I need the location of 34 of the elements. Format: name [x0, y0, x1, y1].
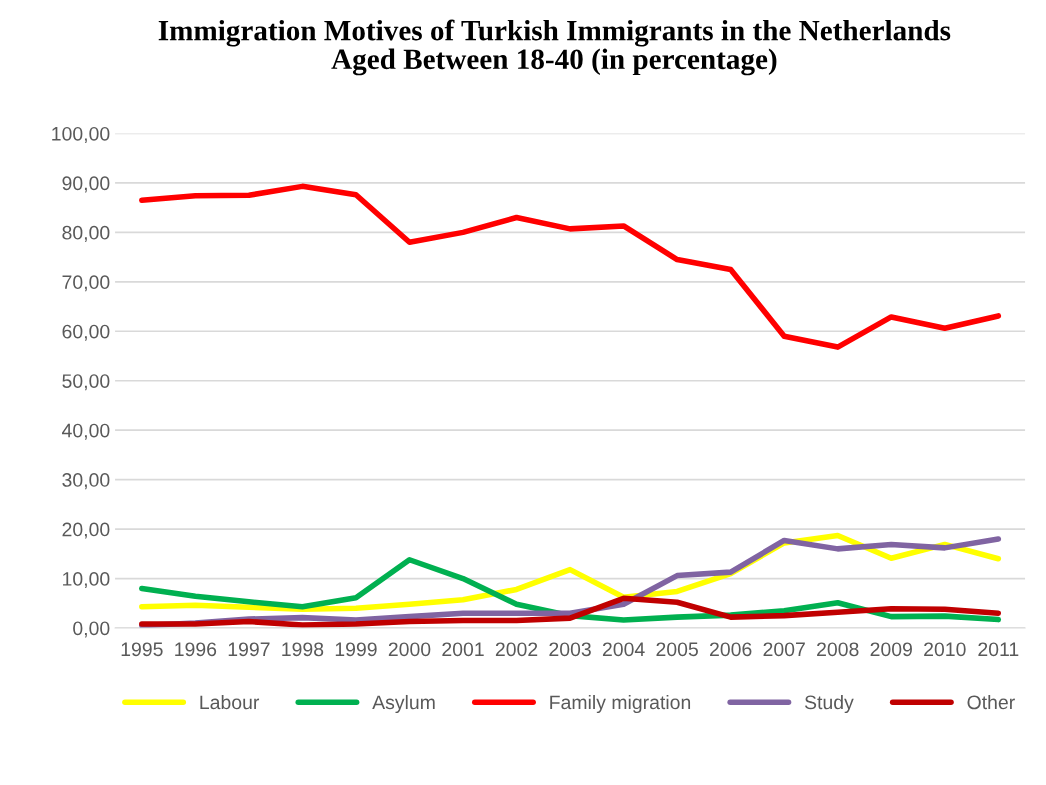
y-tick-label: 70,00 — [62, 275, 110, 292]
x-tick-label: 2010 — [924, 642, 966, 657]
y-tick-label: 90,00 — [62, 176, 110, 193]
x-tick-label: 1995 — [121, 642, 163, 657]
x-tick-label: 2004 — [602, 642, 645, 657]
x-tick-label: 1998 — [282, 642, 324, 657]
legend-label: Family migration — [550, 694, 691, 714]
y-tick-label: 30,00 — [62, 473, 110, 490]
legend-label: Study — [804, 694, 854, 714]
y-tick-label: 40,00 — [61, 423, 110, 440]
y-tick-label: 60,00 — [62, 324, 110, 341]
y-tick-label: 10,00 — [63, 572, 110, 589]
x-tick-label: 2011 — [978, 642, 1019, 657]
x-tick-label: 2005 — [656, 642, 698, 657]
x-tick-label: 1997 — [228, 642, 270, 657]
chart-title: Immigration Motives of Turkish Immigrants in the Netherlands Aged Between 18-40 (in percentage) — [158, 19, 951, 76]
y-tick-label: 50,00 — [62, 374, 110, 391]
x-tick-label: 2009 — [870, 642, 912, 657]
x-tick-label: 2001 — [442, 642, 484, 657]
legend-label: Asylum — [372, 694, 435, 714]
x-tick-label: 2002 — [495, 642, 538, 657]
legend-label: Labour — [200, 694, 260, 710]
x-tick-label: 1999 — [335, 642, 377, 657]
x-tick-label: 2008 — [817, 642, 859, 657]
x-tick-label: 2003 — [549, 642, 591, 657]
x-tick-label: 1996 — [175, 642, 217, 657]
y-tick-label: 0,00 — [73, 621, 110, 638]
y-tick-label: 20,00 — [62, 522, 110, 539]
y-tick-label: 80,00 — [62, 225, 110, 242]
legend-label: Other — [967, 694, 1015, 710]
x-tick-label: 2000 — [388, 642, 431, 657]
x-tick-label: 2007 — [763, 642, 805, 657]
x-tick-label: 2006 — [710, 642, 752, 657]
y-tick-label: 100,00 — [52, 126, 110, 143]
